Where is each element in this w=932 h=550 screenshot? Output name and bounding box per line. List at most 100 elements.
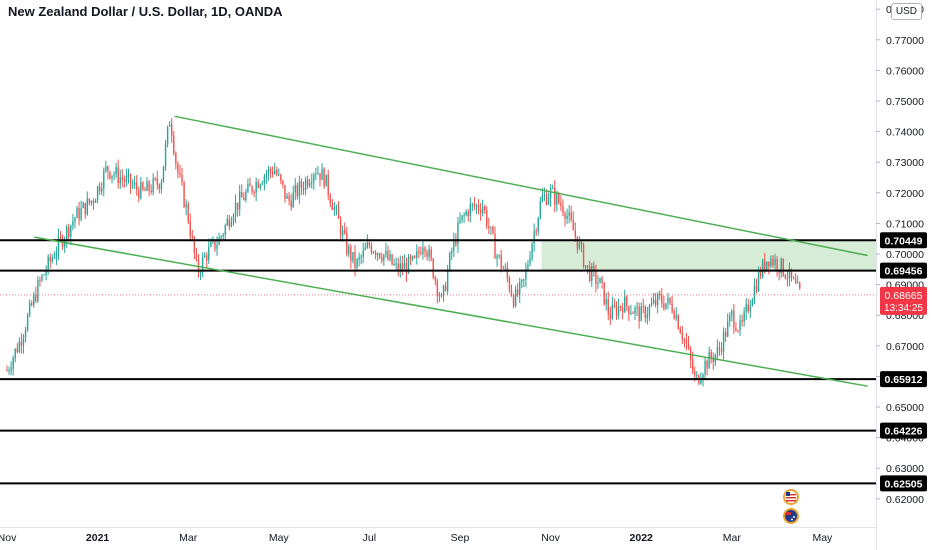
candle [94, 198, 97, 203]
candle [753, 278, 756, 305]
candle [605, 292, 607, 311]
currency-selector[interactable]: USD [890, 3, 922, 20]
candle-body [129, 174, 132, 186]
candle-body [467, 211, 469, 217]
candle-body [282, 180, 284, 186]
candle [582, 242, 585, 269]
candle [136, 175, 138, 196]
candle-body [131, 184, 134, 186]
price-tick-label: 0.77000 [886, 35, 924, 47]
candle-body [370, 245, 373, 253]
candle [663, 295, 665, 311]
candle-body [117, 167, 119, 184]
candle-body [323, 168, 325, 187]
candle-body [786, 277, 789, 279]
candle-body [562, 205, 564, 214]
candle [626, 295, 628, 312]
candle [175, 151, 177, 170]
candle-body [696, 375, 698, 377]
candle [35, 286, 37, 304]
time-tick-label: Nov [0, 532, 17, 544]
candle [570, 205, 572, 222]
candle [292, 185, 294, 208]
candle [148, 180, 150, 197]
candle [405, 257, 408, 282]
candle [420, 246, 422, 256]
candle [306, 175, 309, 190]
candle-body [356, 259, 358, 268]
candle [90, 200, 93, 206]
candle [257, 178, 259, 189]
candle-body [541, 195, 544, 202]
candle-body [504, 267, 506, 269]
candle [531, 241, 533, 262]
candle [168, 120, 171, 127]
time-tick-label: 2022 [630, 532, 654, 544]
candle-body [133, 182, 136, 185]
candle-body [271, 171, 274, 174]
candle [47, 254, 49, 275]
candle [780, 257, 782, 278]
candle-body [784, 275, 787, 278]
level-price-tag-bg [880, 475, 927, 492]
candle-body [393, 264, 395, 266]
level-price-tag: 0.70449 [880, 232, 927, 249]
price-tick-label: 0.76000 [886, 65, 924, 77]
candle [86, 191, 89, 216]
candle-body [586, 265, 589, 267]
candle-body [574, 230, 577, 237]
candle-body [232, 215, 235, 222]
candle-body [613, 304, 616, 307]
candle-body [265, 174, 268, 177]
candle-body [743, 311, 745, 322]
candle [383, 254, 385, 266]
candle [659, 290, 661, 300]
candle-body [195, 253, 198, 259]
candle-body [685, 339, 688, 345]
candle [395, 257, 397, 272]
candle [514, 285, 517, 308]
candle-body [523, 279, 525, 281]
candle-body [634, 307, 636, 314]
candle-body [366, 242, 369, 248]
candle-body [179, 172, 181, 175]
candle-body [6, 370, 8, 372]
candle [236, 202, 239, 217]
candle [457, 216, 459, 253]
channel-trendline [174, 115, 868, 257]
candle [560, 195, 562, 211]
candle [296, 182, 299, 200]
candle-body [47, 257, 49, 272]
candle [302, 181, 305, 195]
candle [562, 199, 564, 217]
candle-body [444, 285, 447, 291]
candle-body [416, 251, 418, 258]
candle-body [409, 256, 412, 260]
candle-body [298, 181, 301, 197]
candle-body [22, 337, 25, 346]
price-tick-label: 0.72000 [886, 188, 924, 200]
candle [595, 264, 597, 293]
candle [105, 160, 107, 173]
candle-body [249, 183, 251, 187]
candle [6, 365, 8, 372]
candle [234, 194, 237, 224]
candle [43, 273, 45, 276]
candle [208, 238, 210, 264]
candle-body [780, 258, 782, 273]
candle-body [644, 306, 647, 319]
candle-body [547, 198, 550, 205]
candle [24, 326, 27, 343]
candle [255, 177, 257, 202]
candle [512, 293, 515, 309]
candle-body [473, 203, 476, 207]
candle [113, 171, 115, 181]
candle [14, 348, 16, 363]
candle [57, 228, 60, 261]
candle [28, 299, 31, 318]
candle-body [463, 214, 465, 216]
candle [465, 209, 467, 217]
